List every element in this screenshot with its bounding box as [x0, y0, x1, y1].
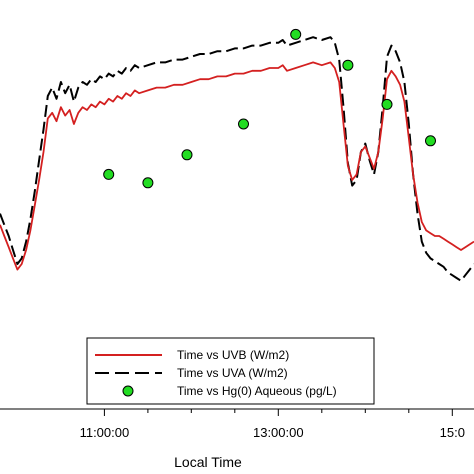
plot-area: 11:00:00 13:00:00 15:0	[0, 28, 474, 440]
hg-aqueous-point	[342, 59, 354, 71]
x-tick-label: 11:00:00	[80, 425, 130, 440]
legend-label-hg: Time vs Hg(0) Aqueous (pg/L)	[177, 384, 337, 398]
legend-box	[86, 337, 375, 405]
series-layer	[0, 28, 474, 282]
hg-aqueous-point	[103, 168, 115, 180]
x-ticks: 11:00:00 13:00:00 15:0	[80, 409, 465, 440]
hg-aqueous-point	[181, 149, 193, 161]
x-tick-label: 13:00:00	[253, 425, 304, 440]
legend-label-uvb: Time vs UVB (W/m2)	[177, 348, 289, 362]
uvb-series-line	[0, 61, 474, 271]
hg-aqueous-point	[290, 28, 302, 40]
x-tick-label: 15:0	[440, 425, 465, 440]
legend-marker-hg	[122, 385, 134, 397]
uva-series-line	[0, 36, 474, 282]
legend-label-uva: Time vs UVA (W/m2)	[177, 366, 288, 380]
hg-aqueous-point	[425, 135, 436, 147]
hg-aqueous-point	[381, 98, 393, 110]
legend: Time vs UVB (W/m2) Time vs UVA (W/m2) Ti…	[86, 337, 375, 405]
hg-aqueous-point	[142, 177, 154, 189]
hg-aqueous-point	[238, 118, 249, 130]
x-axis-title: Local Time	[174, 454, 242, 470]
